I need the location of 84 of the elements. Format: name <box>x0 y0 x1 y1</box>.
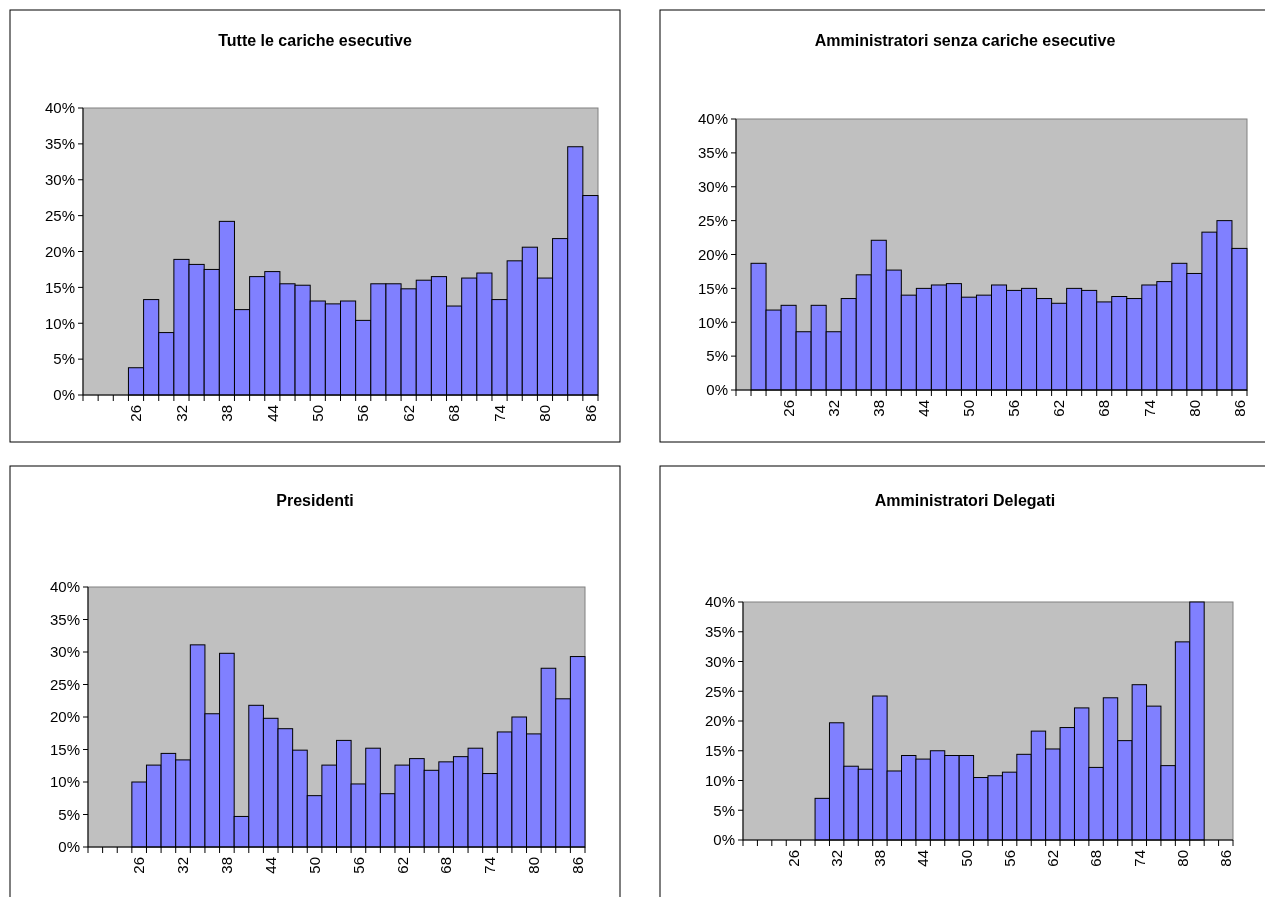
y-tick-label: 5% <box>58 805 80 823</box>
x-tick-label: 62 <box>399 405 417 422</box>
y-tick-label: 10% <box>44 314 75 332</box>
y-tick-label: 40% <box>49 578 80 596</box>
x-tick-label: 68 <box>1087 850 1105 867</box>
x-tick-label: 68 <box>445 405 463 422</box>
x-tick-label: 26 <box>784 850 802 867</box>
y-tick-label: 0% <box>58 838 80 856</box>
y-tick-label: 35% <box>44 135 75 153</box>
y-tick-label: 35% <box>704 623 735 640</box>
x-tick-label: 32 <box>827 850 845 867</box>
x-tick-label: 50 <box>309 405 327 422</box>
y-tick-label: 40% <box>704 593 735 611</box>
x-tick-label: 32 <box>172 405 190 422</box>
y-tick-label: 35% <box>697 144 728 162</box>
x-tick-label: 56 <box>349 857 367 874</box>
y-tick-label: 5% <box>713 801 735 819</box>
x-tick-label: 44 <box>261 857 279 874</box>
x-tick-label: 56 <box>354 405 372 422</box>
y-tick-label: 20% <box>49 708 80 726</box>
y-tick-label: 25% <box>697 211 728 229</box>
y-tick-label: 10% <box>49 773 80 791</box>
y-tick-label: 30% <box>697 178 728 195</box>
x-tick-label: 68 <box>1095 400 1113 417</box>
x-tick-label: 44 <box>915 400 933 417</box>
y-tick-label: 5% <box>706 347 728 365</box>
x-tick-label: 38 <box>870 400 888 417</box>
y-tick-label: 30% <box>704 652 735 670</box>
x-tick-label: 56 <box>1005 400 1023 417</box>
x-tick-label: 74 <box>1130 850 1148 867</box>
x-tick-label: 50 <box>305 857 323 874</box>
x-tick-label: 38 <box>218 857 236 874</box>
y-tick-label: 20% <box>697 245 728 263</box>
chart-title: Presidenti <box>276 492 354 509</box>
x-tick-label: 80 <box>1185 400 1203 417</box>
x-tick-label: 50 <box>957 850 975 867</box>
y-tick-label: 20% <box>44 242 75 260</box>
x-tick-label: 50 <box>960 400 978 417</box>
x-tick-label: 74 <box>490 405 508 422</box>
x-tick-label: 44 <box>263 405 281 422</box>
x-tick-label: 56 <box>1000 850 1018 867</box>
x-tick-label: 80 <box>1173 850 1191 867</box>
x-tick-label: 74 <box>1140 400 1158 417</box>
x-tick-label: 32 <box>824 400 842 417</box>
x-tick-label: 62 <box>1044 850 1062 867</box>
x-tick-label: 62 <box>1050 400 1068 417</box>
y-tick-label: 15% <box>697 279 728 297</box>
x-tick-label: 86 <box>1230 400 1248 417</box>
y-tick-label: 40% <box>697 110 728 128</box>
x-tick-label: 26 <box>779 400 797 417</box>
y-tick-label: 15% <box>704 742 735 759</box>
y-tick-label: 10% <box>704 771 735 789</box>
chart-title: Amministratori Delegati <box>874 492 1056 509</box>
y-tick-label: 30% <box>49 643 80 661</box>
y-tick-label: 25% <box>44 206 75 224</box>
y-tick-label: 25% <box>49 675 80 693</box>
y-tick-label: 0% <box>706 381 728 399</box>
x-tick-label: 80 <box>536 405 554 422</box>
x-tick-label: 80 <box>525 857 543 874</box>
y-tick-label: 0% <box>713 831 735 849</box>
y-tick-label: 35% <box>49 610 80 628</box>
y-tick-label: 20% <box>704 712 735 730</box>
y-tick-label: 15% <box>49 740 80 758</box>
x-tick-label: 86 <box>1217 850 1235 867</box>
x-tick-label: 26 <box>127 405 145 422</box>
y-tick-label: 30% <box>44 171 75 188</box>
x-tick-label: 68 <box>437 857 455 874</box>
x-tick-label: 38 <box>218 405 236 422</box>
x-tick-label: 26 <box>130 857 148 874</box>
y-tick-label: 5% <box>53 350 75 368</box>
chart-title: Amministratori senza cariche esecutive <box>814 32 1116 49</box>
chart-title: Tutte le cariche esecutive <box>218 32 412 49</box>
x-tick-label: 86 <box>581 405 599 422</box>
y-tick-label: 40% <box>44 99 75 117</box>
x-tick-label: 62 <box>393 857 411 874</box>
x-tick-label: 38 <box>871 850 889 867</box>
x-tick-label: 74 <box>481 857 499 874</box>
y-tick-label: 25% <box>704 682 735 700</box>
y-tick-label: 10% <box>697 313 728 331</box>
x-tick-label: 86 <box>568 857 586 874</box>
x-tick-label: 32 <box>174 857 192 874</box>
x-tick-label: 44 <box>914 850 932 867</box>
y-tick-label: 15% <box>44 278 75 296</box>
y-tick-label: 0% <box>53 386 75 404</box>
